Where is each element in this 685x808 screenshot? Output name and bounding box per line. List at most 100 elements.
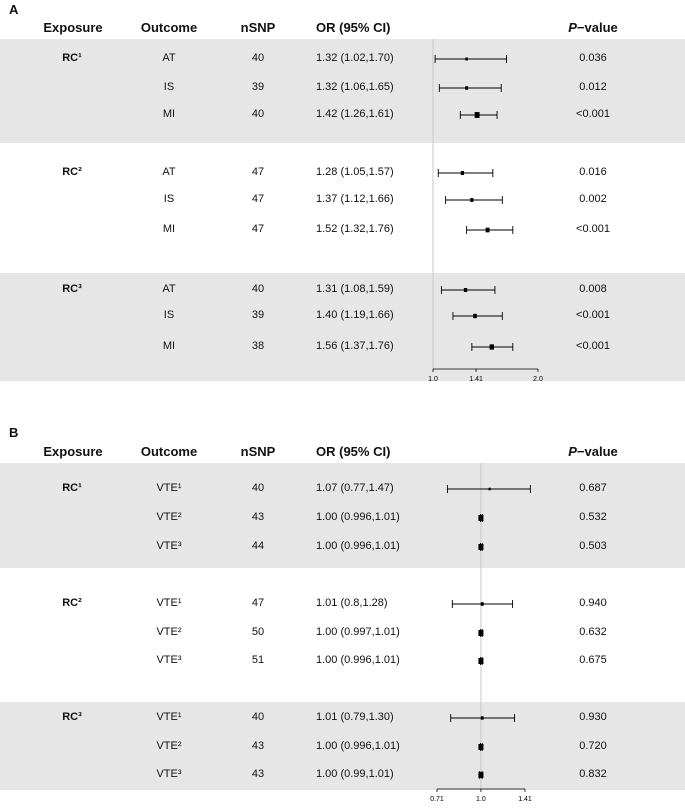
or-ci-value: 1.40 (1.19,1.66)	[316, 309, 394, 321]
or-ci-value: 1.00 (0.996,1.01)	[316, 511, 400, 523]
nsnp-value: 39	[251, 309, 265, 321]
or-ci-value: 1.00 (0.996,1.01)	[316, 740, 400, 752]
group-band	[0, 273, 685, 381]
outcome-label: VTE¹	[156, 597, 182, 609]
p-value: 0.632	[579, 626, 607, 638]
outcome-label: IS	[163, 193, 175, 205]
nsnp-value: 50	[251, 626, 265, 638]
p-value: 0.930	[579, 711, 607, 723]
or-ci-value: 1.00 (0.996,1.01)	[316, 654, 400, 666]
or-ci-value: 1.01 (0.79,1.30)	[316, 711, 394, 723]
p-value: 0.008	[579, 283, 607, 295]
header-or: OR (95% CI)	[316, 20, 391, 35]
exposure-label: RC²	[62, 597, 82, 609]
nsnp-value: 40	[251, 711, 265, 723]
p-value: <0.001	[576, 108, 610, 120]
or-ci-value: 1.00 (0.997,1.01)	[316, 626, 400, 638]
header-nsnp: nSNP	[240, 20, 276, 35]
or-ci-value: 1.52 (1.32,1.76)	[316, 223, 394, 235]
or-ci-value: 1.31 (1.08,1.59)	[316, 283, 394, 295]
p-value: 0.720	[579, 740, 607, 752]
point-estimate-marker	[470, 198, 474, 202]
group-band	[0, 463, 685, 568]
outcome-label: VTE³	[156, 768, 182, 780]
outcome-label: VTE²	[156, 626, 182, 638]
or-ci-value: 1.56 (1.37,1.76)	[316, 340, 394, 352]
p-value: <0.001	[576, 223, 610, 235]
p-value: 0.687	[579, 482, 607, 494]
point-estimate-marker	[485, 227, 490, 233]
x-tick-label: 1.41	[518, 796, 532, 803]
point-estimate-marker	[480, 602, 484, 606]
nsnp-value: 44	[251, 540, 265, 552]
group-band	[0, 39, 685, 143]
point-estimate-marker	[478, 544, 484, 550]
nsnp-value: 38	[251, 340, 265, 352]
outcome-label: VTE²	[156, 740, 182, 752]
outcome-label: MI	[162, 223, 176, 235]
x-tick-label: 1.41	[469, 376, 483, 383]
p-value: 0.012	[579, 81, 607, 93]
point-estimate-marker	[460, 171, 465, 175]
header-outcome: Outcome	[140, 444, 198, 459]
exposure-label: RC³	[62, 283, 82, 295]
header-pvalue-italic: P	[568, 444, 577, 459]
outcome-label: AT	[162, 52, 176, 64]
point-estimate-marker	[478, 744, 484, 750]
p-value: 0.002	[579, 193, 607, 205]
nsnp-value: 47	[251, 597, 265, 609]
point-estimate-marker	[478, 630, 484, 636]
point-estimate-marker	[473, 313, 477, 319]
exposure-label: RC²	[62, 166, 82, 178]
p-value: <0.001	[576, 340, 610, 352]
outcome-label: MI	[162, 340, 176, 352]
or-ci-value: 1.00 (0.99,1.01)	[316, 768, 394, 780]
outcome-label: MI	[162, 108, 176, 120]
header-pvalue: P−value	[568, 444, 618, 459]
nsnp-value: 47	[251, 223, 265, 235]
point-estimate-marker	[478, 772, 484, 778]
header-pvalue: P−value	[568, 20, 618, 35]
nsnp-value: 43	[251, 511, 265, 523]
or-ci-value: 1.00 (0.996,1.01)	[316, 540, 400, 552]
nsnp-value: 39	[251, 81, 265, 93]
header-exposure: Exposure	[43, 20, 103, 35]
p-value: 0.532	[579, 511, 607, 523]
point-estimate-marker	[488, 487, 491, 491]
p-value: 0.503	[579, 540, 607, 552]
header-nsnp: nSNP	[240, 444, 276, 459]
or-ci-value: 1.37 (1.12,1.66)	[316, 193, 394, 205]
x-tick-label: 0.71	[430, 796, 444, 803]
p-value: 0.940	[579, 597, 607, 609]
outcome-label: IS	[163, 81, 175, 93]
outcome-label: AT	[162, 166, 176, 178]
outcome-label: VTE³	[156, 540, 182, 552]
p-value: 0.832	[579, 768, 607, 780]
point-estimate-marker	[463, 287, 468, 293]
header-pvalue-rest: −value	[576, 444, 618, 459]
p-value: 0.675	[579, 654, 607, 666]
header-exposure: Exposure	[43, 444, 103, 459]
outcome-label: VTE²	[156, 511, 182, 523]
point-estimate-marker	[465, 57, 468, 61]
x-tick-label: 2.0	[533, 376, 543, 383]
outcome-label: IS	[163, 309, 175, 321]
panel-label: A	[9, 2, 19, 17]
nsnp-value: 40	[251, 283, 265, 295]
p-value: 0.016	[579, 166, 607, 178]
panel-label: B	[9, 425, 19, 440]
outcome-label: AT	[162, 283, 176, 295]
point-estimate-marker	[478, 658, 484, 664]
header-outcome: Outcome	[140, 20, 198, 35]
nsnp-value: 51	[251, 654, 265, 666]
or-ci-value: 1.42 (1.26,1.61)	[316, 108, 394, 120]
or-ci-value: 1.32 (1.02,1.70)	[316, 52, 394, 64]
header-pvalue-italic: P	[568, 20, 577, 35]
point-estimate-marker	[465, 86, 469, 90]
or-ci-value: 1.07 (0.77,1.47)	[316, 482, 394, 494]
header-or: OR (95% CI)	[316, 444, 391, 459]
point-estimate-marker	[474, 112, 480, 118]
outcome-label: VTE³	[156, 654, 182, 666]
